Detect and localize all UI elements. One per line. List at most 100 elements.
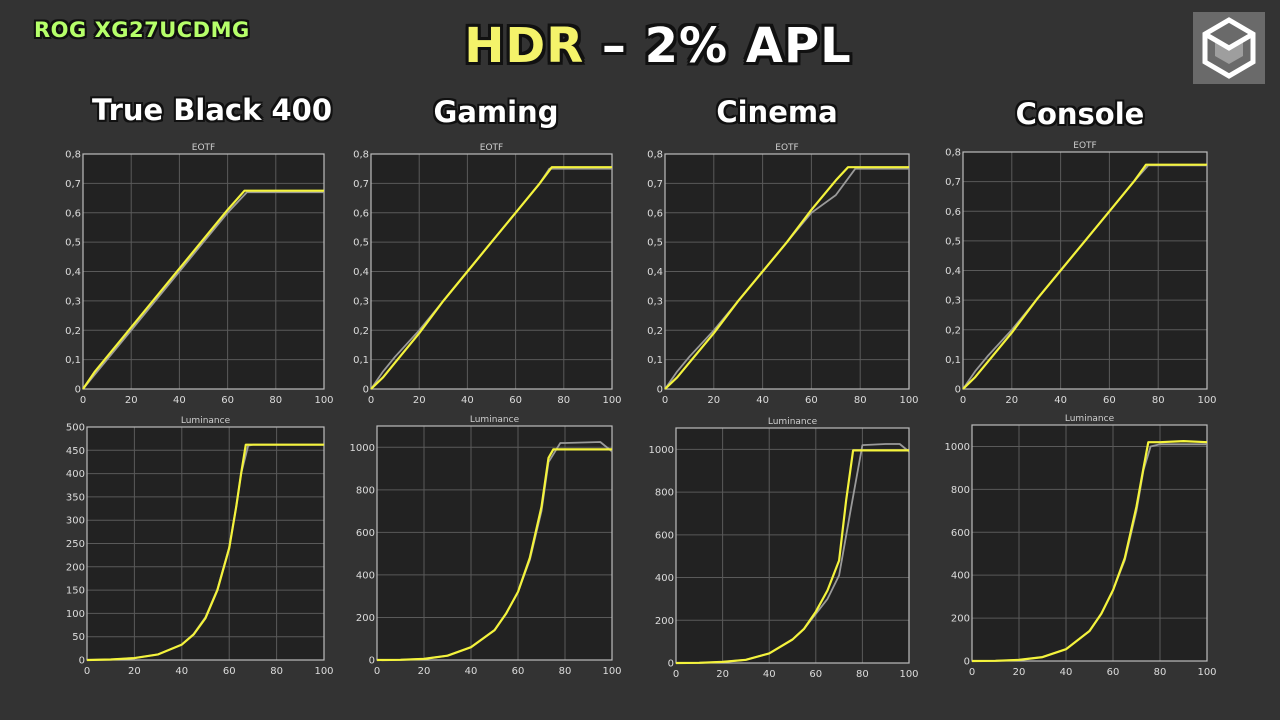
chart-3-y-tick-label: 0,8 xyxy=(647,150,663,161)
chart-5-x-tick-label: 20 xyxy=(128,666,141,677)
chart-3-x-tick-label: 60 xyxy=(805,395,818,406)
chart-7-plot-area xyxy=(676,428,909,663)
chart-8-y-tick-label: 200 xyxy=(951,614,970,625)
chart-1-y-tick-label: 0,6 xyxy=(65,208,81,219)
chart-8-y-tick-label: 600 xyxy=(951,528,970,539)
chart-8-y-tick-label: 0 xyxy=(964,657,970,668)
chart-7-y-tick-label: 0 xyxy=(668,659,674,670)
chart-5-y-tick-label: 250 xyxy=(66,539,85,550)
chart-8-x-tick-label: 0 xyxy=(969,667,975,678)
chart-8-x-tick-label: 20 xyxy=(1013,667,1026,678)
chart-6-x-tick-label: 40 xyxy=(465,666,478,677)
chart-6-y-tick-label: 0 xyxy=(369,656,375,667)
chart-3-y-tick-label: 0,1 xyxy=(647,355,663,366)
chart-8-frame xyxy=(971,424,1208,662)
chart-6-plot-area xyxy=(377,426,612,660)
chart-3-frame xyxy=(664,153,910,390)
chart-8-x-tick-label: 60 xyxy=(1107,667,1120,678)
chart-7-x-tick-label: 0 xyxy=(673,669,679,680)
chart-3-x-tick-label: 40 xyxy=(756,395,769,406)
chart-6-y-tick-label: 600 xyxy=(356,528,375,539)
chart-5-y-tick-label: 0 xyxy=(79,656,85,667)
chart-6-x-tick-label: 20 xyxy=(418,666,431,677)
chart-5-y-tick-label: 350 xyxy=(66,492,85,503)
chart-1-x-tick-label: 0 xyxy=(80,395,86,406)
chart-2-x-tick-label: 0 xyxy=(368,395,374,406)
chart-1-series-target xyxy=(82,191,324,390)
chart-7-x-tick-label: 80 xyxy=(856,669,869,680)
chart-7-y-tick-label: 600 xyxy=(655,530,674,541)
chart-7-y-tick-label: 400 xyxy=(655,573,674,584)
chart-1-x-tick-label: 100 xyxy=(314,395,333,406)
chart-5-y-tick-label: 500 xyxy=(66,423,85,434)
chart-5-y-tick-label: 50 xyxy=(72,632,85,643)
chart-1-x-tick-label: 60 xyxy=(221,395,234,406)
chart-2-y-tick-label: 0,3 xyxy=(353,296,369,307)
chart-5-x-tick-label: 60 xyxy=(223,666,236,677)
chart-7-title: Luminance xyxy=(768,417,818,427)
chart-5-y-tick-label: 100 xyxy=(66,609,85,620)
chart-2-y-tick-label: 0,1 xyxy=(353,355,369,366)
chart-3-x-tick-label: 20 xyxy=(707,395,720,406)
chart-6-y-tick-label: 400 xyxy=(356,570,375,581)
column-title-console: Console xyxy=(1015,97,1145,131)
chart-4-frame xyxy=(962,151,1208,390)
column-title-gaming: Gaming xyxy=(433,95,559,129)
chart-4-x-tick-label: 80 xyxy=(1152,395,1165,406)
chart-2-x-tick-label: 20 xyxy=(413,395,426,406)
chart-8-y-tick-label: 1000 xyxy=(945,442,970,453)
chart-8-plot-area xyxy=(972,425,1207,661)
chart-5-x-tick-label: 80 xyxy=(270,666,283,677)
chart-2-y-tick-label: 0 xyxy=(363,385,369,396)
chart-1-frame xyxy=(82,153,325,390)
chart-4-y-tick-label: 0,5 xyxy=(945,236,961,247)
chart-2-y-tick-label: 0,2 xyxy=(353,326,369,337)
chart-6-x-tick-label: 80 xyxy=(559,666,572,677)
chart-5-y-tick-label: 200 xyxy=(66,562,85,573)
chart-8-series-measured xyxy=(971,440,1208,663)
chart-6-y-tick-label: 200 xyxy=(356,613,375,624)
chart-8-x-tick-label: 40 xyxy=(1060,667,1073,678)
chart-1-y-tick-label: 0,7 xyxy=(65,179,81,190)
chart-5-title: Luminance xyxy=(181,416,231,426)
chart-2-x-tick-label: 40 xyxy=(461,395,474,406)
chart-3-x-tick-label: 80 xyxy=(854,395,867,406)
chart-4-title: EOTF xyxy=(1073,141,1096,151)
chart-8-y-tick-label: 400 xyxy=(951,571,970,582)
chart-7-frame xyxy=(675,427,910,664)
chart-7-x-tick-label: 20 xyxy=(716,669,729,680)
chart-6-frame xyxy=(376,425,613,661)
chart-1-y-tick-label: 0 xyxy=(75,385,81,396)
column-title-cinema: Cinema xyxy=(716,95,838,129)
chart-2-x-tick-label: 60 xyxy=(509,395,522,406)
chart-5-x-tick-label: 40 xyxy=(175,666,188,677)
chart-7-y-tick-label: 1000 xyxy=(649,445,674,456)
chart-4-x-tick-label: 60 xyxy=(1103,395,1116,406)
chart-1-y-tick-label: 0,3 xyxy=(65,296,81,307)
chart-2-x-tick-label: 100 xyxy=(602,395,621,406)
chart-8-x-tick-label: 80 xyxy=(1154,667,1167,678)
chart-5-y-tick-label: 450 xyxy=(66,446,85,457)
chart-4-x-tick-label: 40 xyxy=(1054,395,1067,406)
chart-1-series-measured xyxy=(82,189,324,390)
chart-1-y-tick-label: 0,4 xyxy=(65,267,81,278)
chart-1-y-tick-label: 0,8 xyxy=(65,150,81,161)
chart-6-x-tick-label: 100 xyxy=(602,666,621,677)
chart-3-y-tick-label: 0,7 xyxy=(647,179,663,190)
chart-4-x-tick-label: 0 xyxy=(960,395,966,406)
chart-1-y-tick-label: 0,5 xyxy=(65,238,81,249)
chart-7-series-measured xyxy=(675,449,909,665)
chart-4-x-tick-label: 100 xyxy=(1197,395,1216,406)
chart-5-y-tick-label: 400 xyxy=(66,469,85,480)
chart-1-x-tick-label: 20 xyxy=(125,395,138,406)
chart-8-title: Luminance xyxy=(1065,414,1115,424)
chart-2-y-tick-label: 0,7 xyxy=(353,179,369,190)
chart-6-y-tick-label: 1000 xyxy=(350,443,375,454)
chart-3-y-tick-label: 0,2 xyxy=(647,326,663,337)
chart-4-y-tick-label: 0,4 xyxy=(945,266,961,277)
chart-8-y-tick-label: 800 xyxy=(951,485,970,496)
chart-6-y-tick-label: 800 xyxy=(356,485,375,496)
chart-5-x-tick-label: 0 xyxy=(84,666,90,677)
column-title-true-black-400: True Black 400 xyxy=(91,93,333,127)
